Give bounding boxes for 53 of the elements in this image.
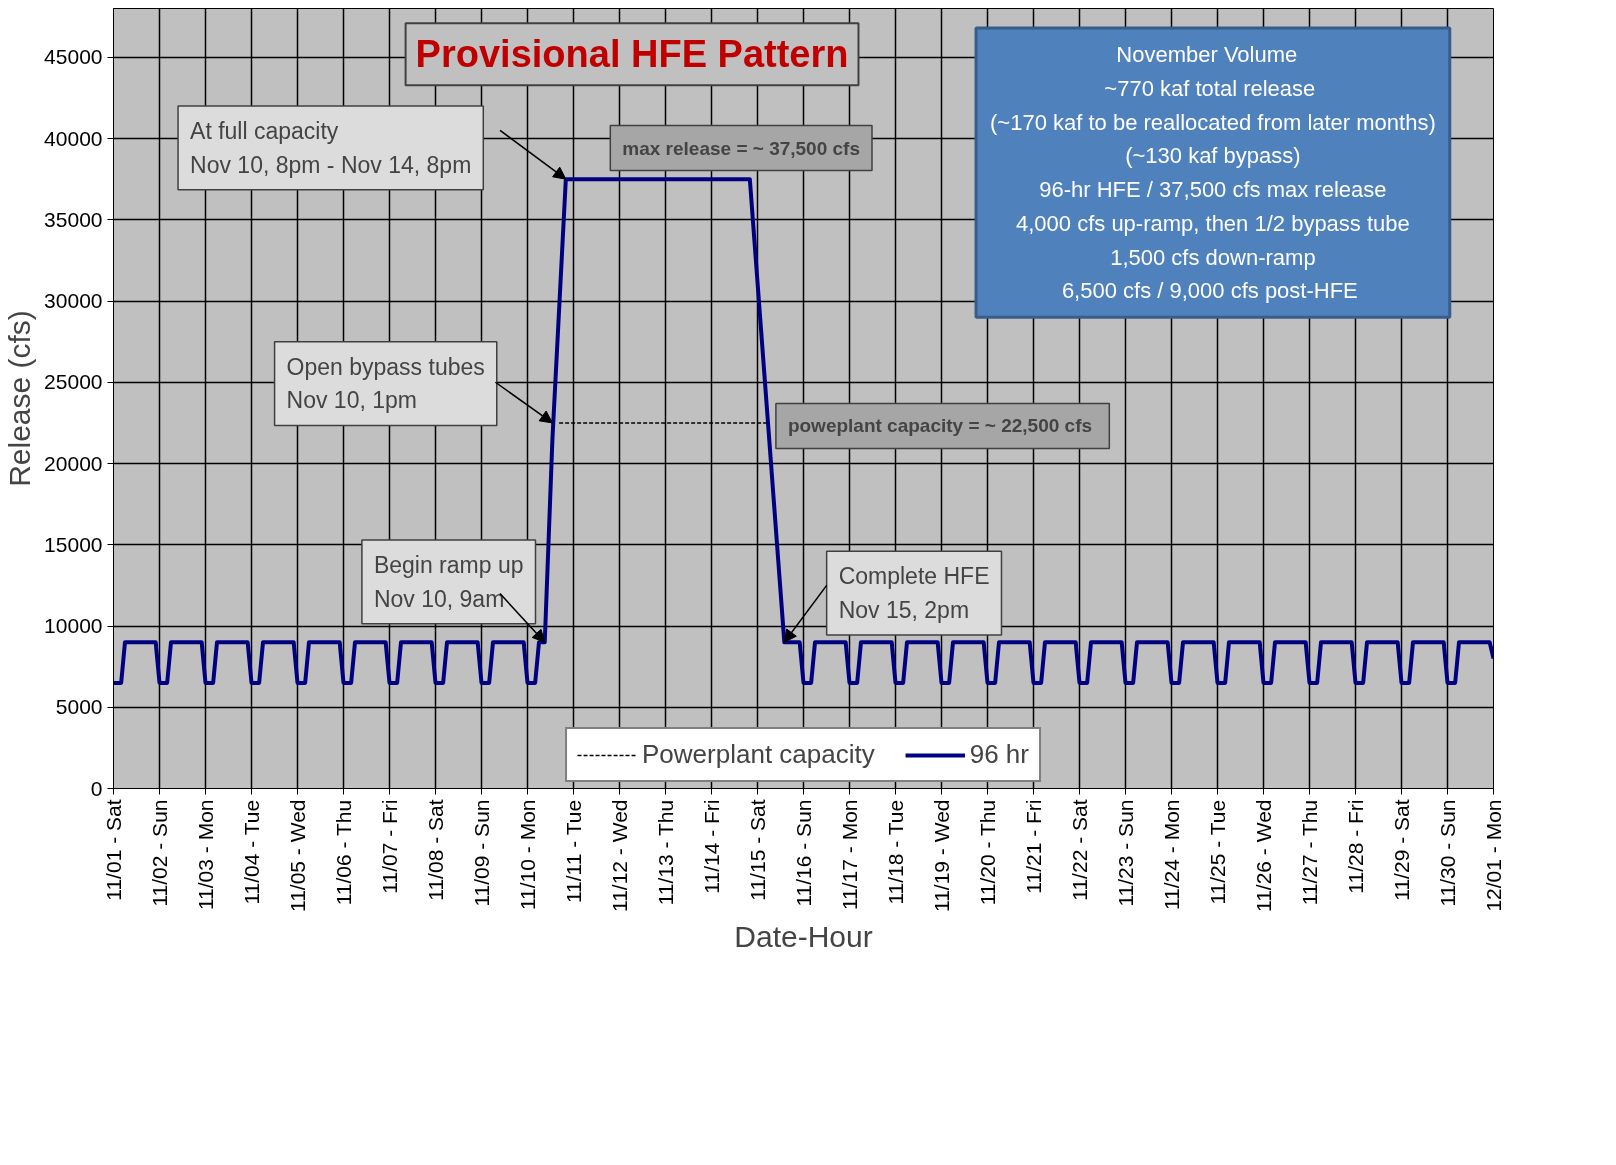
y-tick-label: 25000 xyxy=(44,370,103,394)
x-tick-label: 11/03 - Mon xyxy=(194,799,217,911)
x-tick-label: 11/08 - Sat xyxy=(424,799,447,901)
x-tick-label: 11/11 - Tue xyxy=(562,799,585,903)
x-tick-label: 11/27 - Thu xyxy=(1298,799,1321,906)
x-tick-label: 11/01 - Sat xyxy=(102,799,125,901)
legend-label: Powerplant capacity xyxy=(642,739,875,770)
x-axis-title: Date-Hour xyxy=(734,919,873,953)
x-tick-label: 11/28 - Fri xyxy=(1344,799,1367,894)
y-tick-label: 15000 xyxy=(44,532,103,556)
y-tick-label: 45000 xyxy=(44,45,103,69)
x-tick-label: 11/06 - Thu xyxy=(332,799,355,906)
x-tick-label: 11/24 - Mon xyxy=(1160,799,1183,911)
legend-label: 96 hr xyxy=(969,739,1029,770)
y-tick-label: 5000 xyxy=(55,695,103,719)
text: Provisional HFE Pattern xyxy=(415,33,849,76)
x-tick-label: 11/21 - Fri xyxy=(1022,799,1045,894)
annotation: At full capacity Nov 10, 8pm - Nov 14, 8pm xyxy=(190,118,472,178)
x-tick-label: 11/30 - Sun xyxy=(1436,799,1459,907)
x-tick-label: 11/20 - Thu xyxy=(976,799,999,906)
annotation: Begin ramp up Nov 10, 9am xyxy=(373,551,524,612)
y-tick-label: 35000 xyxy=(44,207,103,231)
x-tick-label: 11/13 - Thu xyxy=(654,799,677,906)
x-tick-label: 11/15 - Sat xyxy=(746,799,769,901)
x-tick-label: 11/22 - Sat xyxy=(1068,799,1091,901)
x-tick-label: 11/12 - Wed xyxy=(608,799,631,912)
x-tick-label: 11/14 - Fri xyxy=(700,799,723,894)
x-tick-label: 11/07 - Fri xyxy=(378,799,401,894)
x-tick-label: 11/02 - Sun xyxy=(148,799,171,907)
y-tick-label: 0 xyxy=(90,776,103,800)
x-tick-label: 11/29 - Sat xyxy=(1390,799,1413,901)
x-tick-label: 12/01 - Mon xyxy=(1482,799,1505,912)
x-tick-label: 11/18 - Tue xyxy=(884,799,907,905)
y-tick-label: 10000 xyxy=(44,614,103,637)
x-tick-label: 11/19 - Wed xyxy=(930,799,953,912)
annotation: Open bypass tubes Nov 10, 1pm xyxy=(286,353,485,414)
x-tick-label: 11/04 - Tue xyxy=(240,799,263,905)
y-tick-label: 30000 xyxy=(44,289,103,312)
x-tick-label: 11/05 - Wed xyxy=(286,799,309,912)
x-tick-label: 11/09 - Sun xyxy=(470,799,493,907)
x-tick-label: 11/26 - Wed xyxy=(1252,799,1275,912)
y-tick-label: 40000 xyxy=(44,126,103,150)
annotation: November Volume ~770 kaf total release (~170 kaf to be reallocated from later months) (~130 kaf bypass) 96-hr HFE / 37,500 cfs max release 4,000 cfs up-ramp, then 1/2 bypass tube 1,500 cfs down-ramp 6,500 cfs / 9,000 cfs post-HFE xyxy=(990,42,1436,304)
x-tick-label: 11/16 - Sun xyxy=(792,799,815,907)
annotation: max release = ~ 37,500 cfs xyxy=(622,137,860,159)
x-tick-label: 11/25 - Tue xyxy=(1206,799,1229,905)
y-tick-label: 20000 xyxy=(44,451,103,475)
x-tick-label: 11/17 - Mon xyxy=(838,799,861,911)
annotation: poweplant capacity = ~ 22,500 cfs xyxy=(787,415,1093,437)
annotation: Complete HFE Nov 15, 2pm xyxy=(838,563,990,624)
y-axis-title: Release (cfs) xyxy=(3,310,37,487)
x-tick-label: 11/23 - Sun xyxy=(1114,799,1137,907)
x-tick-label: 11/10 - Mon xyxy=(516,799,539,911)
